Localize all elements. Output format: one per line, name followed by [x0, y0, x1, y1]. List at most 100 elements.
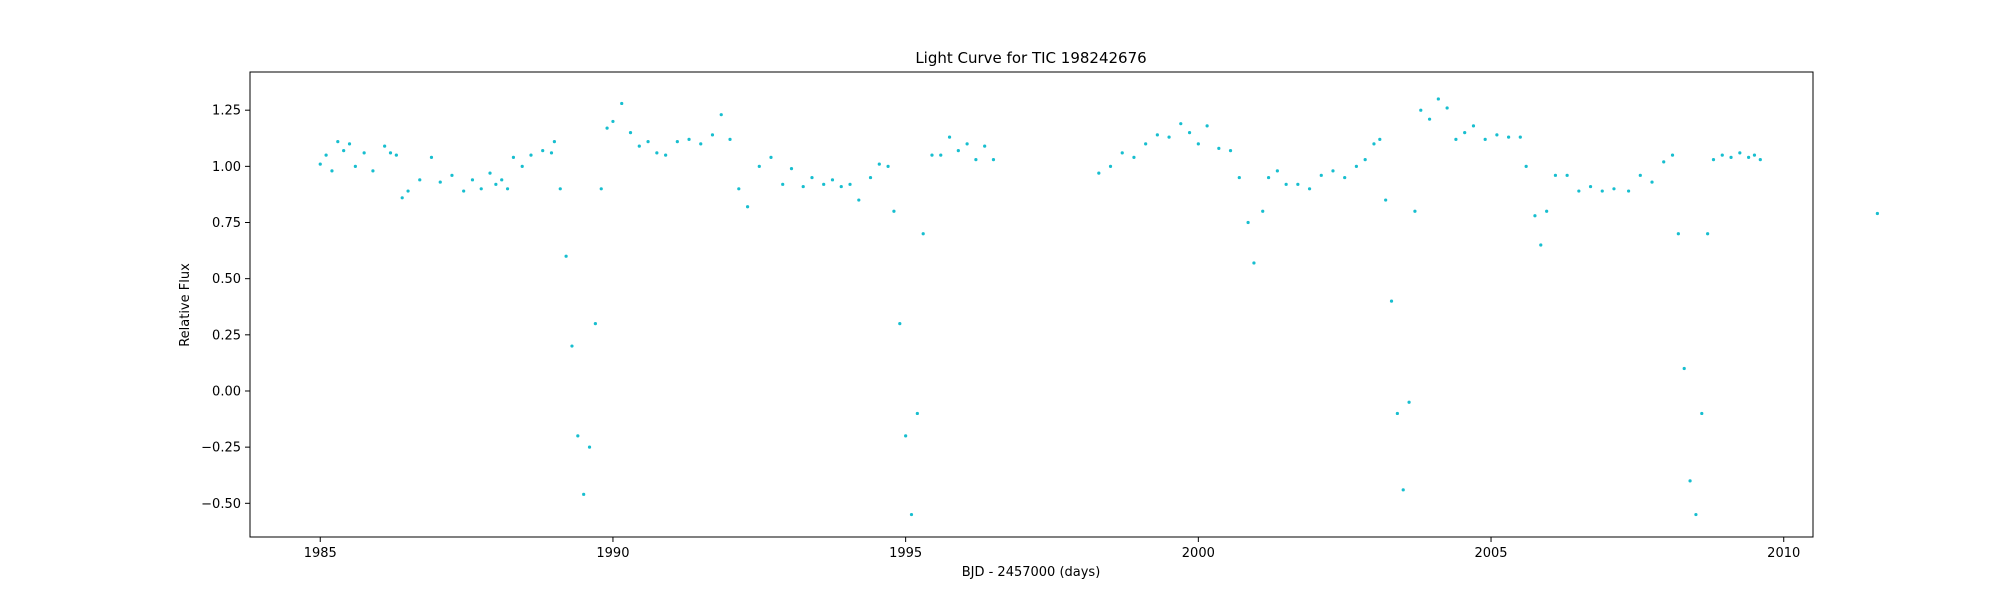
data-point	[848, 182, 852, 186]
data-point	[1343, 175, 1347, 180]
data-point	[1495, 133, 1499, 137]
data-point	[1205, 124, 1209, 128]
data-point	[1108, 164, 1113, 168]
data-point	[1445, 106, 1449, 110]
data-point	[745, 205, 750, 209]
data-point	[822, 182, 826, 186]
data-point	[324, 153, 328, 157]
data-point	[1553, 173, 1558, 177]
data-point	[1284, 182, 1288, 186]
data-point	[371, 169, 375, 173]
data-point	[429, 155, 434, 159]
data-point	[605, 126, 609, 130]
data-point	[362, 151, 366, 155]
data-point	[1688, 479, 1692, 483]
data-point	[877, 162, 881, 166]
y-tick-label: 1.25	[212, 104, 241, 119]
x-axis-label: BJD - 2457000 (days)	[962, 565, 1101, 580]
data-point	[1228, 149, 1233, 153]
data-point	[921, 232, 925, 236]
data-point	[1577, 189, 1581, 193]
data-point	[400, 196, 404, 200]
x-tick-label: 2000	[1182, 546, 1215, 561]
data-point	[1627, 189, 1631, 193]
data-point	[611, 119, 615, 124]
data-point	[664, 153, 668, 157]
data-point	[710, 133, 715, 137]
data-point	[830, 178, 835, 182]
data-point	[1296, 182, 1300, 186]
data-point	[1427, 117, 1432, 121]
data-point	[1662, 160, 1666, 164]
data-point	[956, 149, 960, 153]
x-tick-label: 1995	[889, 546, 922, 561]
data-point	[1638, 173, 1642, 177]
data-point	[1518, 135, 1522, 139]
x-tick-label: 2010	[1767, 546, 1800, 561]
data-point	[728, 137, 732, 141]
data-point	[450, 173, 454, 177]
data-point	[576, 434, 580, 438]
data-point	[810, 175, 814, 180]
data-point	[1463, 131, 1467, 135]
data-point	[406, 189, 410, 193]
data-point	[1545, 209, 1549, 213]
data-point	[1706, 232, 1710, 236]
data-point	[388, 151, 393, 155]
data-point	[1454, 137, 1458, 141]
data-point	[757, 164, 761, 168]
y-tick-label: −0.25	[201, 441, 241, 456]
data-point	[500, 178, 504, 182]
data-point	[1372, 142, 1376, 146]
x-tick-label: 1990	[596, 546, 629, 561]
data-point	[1600, 189, 1604, 193]
data-point	[1670, 153, 1675, 157]
data-point	[552, 140, 557, 144]
data-point	[549, 151, 554, 155]
data-point	[983, 144, 987, 148]
data-point	[1252, 261, 1256, 265]
data-point	[582, 492, 586, 496]
data-point	[839, 184, 843, 189]
data-point	[789, 166, 794, 171]
data-point	[1401, 488, 1405, 492]
data-point	[628, 131, 633, 135]
data-point	[570, 344, 574, 348]
data-point	[470, 178, 475, 182]
data-point	[353, 164, 357, 168]
data-point	[1565, 173, 1569, 177]
data-point	[593, 321, 597, 326]
data-point	[1471, 124, 1476, 128]
data-point	[930, 153, 934, 157]
axes-frame	[249, 71, 1814, 538]
data-point	[1875, 211, 1879, 216]
data-point	[1354, 164, 1358, 168]
data-point	[1533, 214, 1537, 218]
data-point	[383, 144, 387, 148]
data-point	[558, 187, 562, 191]
data-point	[699, 142, 703, 146]
data-point	[488, 171, 492, 175]
data-point	[1363, 158, 1367, 162]
data-point	[438, 180, 442, 184]
y-tick-label: 0.75	[212, 216, 241, 231]
data-point	[769, 155, 773, 159]
data-point	[904, 434, 908, 438]
data-point	[1752, 153, 1757, 157]
data-point	[1419, 108, 1423, 112]
data-point	[1167, 135, 1171, 139]
data-point	[1331, 169, 1335, 173]
data-point	[1097, 171, 1101, 175]
data-point	[991, 158, 996, 162]
data-point	[1729, 155, 1733, 159]
y-tick-label: 0.50	[212, 272, 241, 287]
data-point	[1237, 175, 1241, 180]
data-point	[587, 445, 592, 449]
data-point	[781, 182, 785, 186]
data-point	[1747, 155, 1751, 159]
data-point	[892, 209, 896, 213]
chart-title: Light Curve for TIC 198242676	[915, 49, 1146, 67]
data-point	[1682, 366, 1686, 371]
